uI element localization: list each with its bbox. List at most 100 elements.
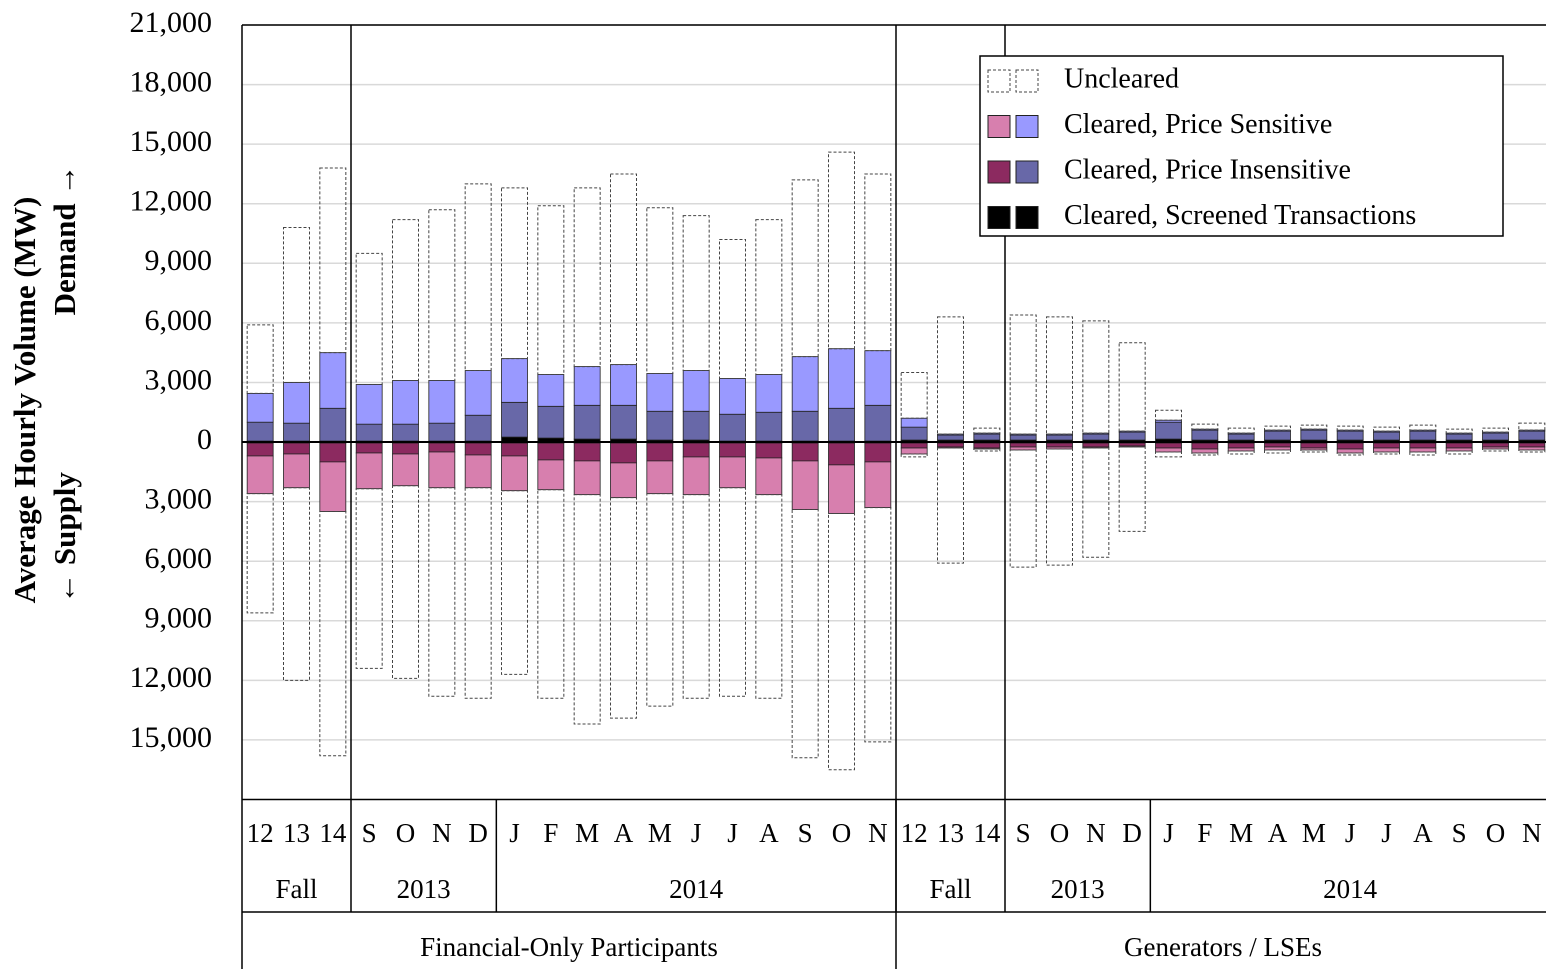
demand-label: Demand → [47,165,82,316]
bar [501,455,528,492]
uncleared-bar [1082,320,1110,434]
bar [464,454,492,489]
bar [537,442,565,461]
uncleared-bar [755,219,783,376]
bar [1191,428,1219,431]
uncleared-bar [501,187,528,360]
bar [973,432,1001,435]
bar [755,442,783,459]
bar [319,442,347,463]
bar [646,373,674,412]
bar [900,417,928,428]
uncleared-bar [791,509,819,759]
bar [1155,447,1182,453]
bar [246,421,274,442]
uncleared-bar [682,494,710,699]
bar [1518,430,1546,441]
x-tick-label: M [1229,818,1253,848]
bar [646,460,674,495]
uncleared-bar [1191,452,1219,456]
x-tick-label: S [1016,818,1031,848]
bar [573,442,601,462]
uncleared-bar [464,183,492,372]
uncleared-bar [1300,424,1328,430]
x-tick-label: 14 [973,818,1001,848]
bar [1155,419,1182,423]
y-tick-label: 3,000 [145,363,213,396]
y-tick-label: 9,000 [145,602,213,635]
bar [1227,442,1255,449]
bar [828,348,855,409]
bar [283,422,310,442]
bar [246,442,274,457]
x-tick-label: 13 [283,818,310,848]
bar [1482,442,1509,448]
y-tick-label: 18,000 [130,65,213,98]
bar [1046,442,1073,448]
bar [828,464,855,514]
x-tick-label: A [614,818,634,848]
bar [392,423,419,442]
x-tick-label: O [1486,818,1506,848]
bar [1191,429,1219,441]
uncleared-bar [1082,447,1110,558]
bar [1300,429,1328,441]
bar [682,370,710,412]
bar [1118,431,1146,441]
bar [501,442,528,457]
legend-swatch [987,115,1011,138]
bar [355,452,383,490]
bar [1409,430,1437,441]
bar [428,451,456,489]
x-tick-label: N [868,818,888,848]
bar [283,382,310,424]
bar [573,404,601,440]
uncleared-bar [1300,449,1328,453]
uncleared-bar [355,252,383,385]
bar [791,460,819,510]
x-tick-label: J [1163,818,1174,848]
x-tick-label: 12 [901,818,928,848]
uncleared-bar [1409,424,1437,431]
uncleared-bar [1046,448,1073,566]
bar [464,370,492,416]
x-tick-label: F [1197,818,1212,848]
x-tick-label: A [1268,818,1288,848]
x-tick-label: N [1522,818,1542,848]
group-label: Financial-Only Participants [420,932,718,962]
x-tick-label: D [1122,818,1142,848]
bar [464,414,492,442]
x-tick-label: M [648,818,672,848]
bar [719,442,746,458]
period-label: Fall [929,874,971,904]
x-tick-label: M [575,818,599,848]
uncleared-bar [1373,426,1400,432]
uncleared-bar [501,490,528,675]
bar [1191,442,1219,450]
bar [537,374,565,407]
bar [719,378,746,415]
x-tick-label: A [1413,818,1433,848]
uncleared-bar [355,488,383,669]
bar [319,352,347,409]
x-tick-label: S [362,818,377,848]
uncleared-bar [537,489,565,699]
bar [1046,434,1073,441]
x-tick-label: D [468,818,488,848]
x-tick-label: M [1302,818,1326,848]
bar [1082,442,1110,448]
uncleared-bar [1227,427,1255,434]
x-tick-label: S [798,818,813,848]
x-tick-label: J [1345,818,1356,848]
bar [610,442,637,464]
bar [319,407,347,442]
x-tick-label: 14 [319,818,347,848]
x-tick-label: J [509,818,520,848]
uncleared-bar [973,427,1001,434]
bar [791,410,819,442]
bar [428,380,456,424]
bar [791,442,819,462]
y-tick-label: 9,000 [145,244,213,277]
uncleared-bar [1155,409,1182,421]
y-axis-title: Average Hourly Volume (MW) [7,197,42,604]
